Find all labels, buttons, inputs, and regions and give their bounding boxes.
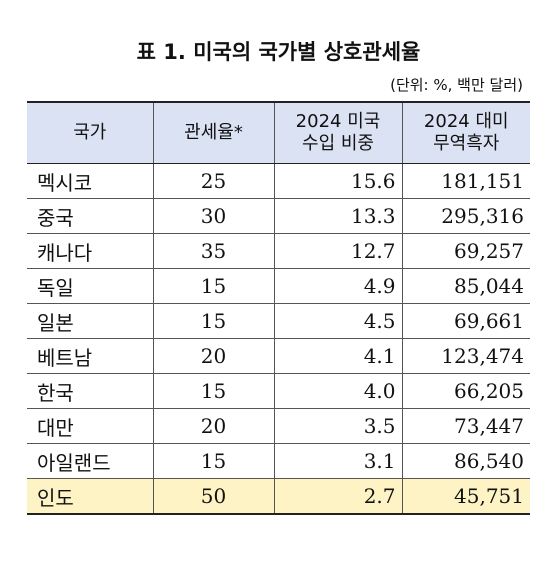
cell-trade-surplus: 123,474 <box>401 338 530 374</box>
table-row: 대만 20 3.5 73,447 <box>27 408 530 444</box>
header-rate: 관세율* <box>152 101 274 164</box>
cell-trade-surplus: 85,044 <box>401 268 530 304</box>
header-import-share: 2024 미국 수입 비중 <box>273 101 402 164</box>
table-row: 한국 15 4.0 66,205 <box>27 373 530 409</box>
cell-rate: 15 <box>152 303 274 339</box>
cell-import-share: 2.7 <box>273 478 402 514</box>
cell-country: 독일 <box>27 268 153 304</box>
cell-country: 캐나다 <box>27 233 153 269</box>
cell-trade-surplus: 73,447 <box>401 408 530 444</box>
table-row: 멕시코 25 15.6 181,151 <box>27 163 530 199</box>
table-row: 베트남 20 4.1 123,474 <box>27 338 530 374</box>
tariff-table: 국가 관세율* 2024 미국 수입 비중 2024 대미 무역흑자 멕시코 2… <box>27 101 530 515</box>
cell-country: 인도 <box>27 478 153 514</box>
cell-trade-surplus: 45,751 <box>401 478 530 514</box>
header-import-share-line2: 수입 비중 <box>302 133 374 154</box>
cell-country: 일본 <box>27 303 153 339</box>
cell-trade-surplus: 181,151 <box>401 163 530 199</box>
cell-import-share: 15.6 <box>273 163 402 199</box>
table-row: 중국 30 13.3 295,316 <box>27 198 530 234</box>
header-trade-surplus-line2: 무역흑자 <box>433 133 500 154</box>
cell-import-share: 3.1 <box>273 443 402 479</box>
table-title: 표 1. 미국의 국가별 상호관세율 <box>136 40 421 64</box>
cell-import-share: 12.7 <box>273 233 402 269</box>
unit-note: (단위: %, 백만 달러) <box>390 76 523 94</box>
cell-rate: 25 <box>152 163 274 199</box>
cell-trade-surplus: 66,205 <box>401 373 530 409</box>
cell-import-share: 3.5 <box>273 408 402 444</box>
header-trade-surplus: 2024 대미 무역흑자 <box>401 101 530 164</box>
cell-country: 대만 <box>27 408 153 444</box>
cell-trade-surplus: 69,257 <box>401 233 530 269</box>
cell-rate: 20 <box>152 408 274 444</box>
cell-rate: 15 <box>152 268 274 304</box>
cell-country: 베트남 <box>27 338 153 374</box>
table-row: 일본 15 4.5 69,661 <box>27 303 530 339</box>
header-country: 국가 <box>27 101 153 164</box>
cell-rate: 15 <box>152 443 274 479</box>
cell-rate: 15 <box>152 373 274 409</box>
cell-rate: 50 <box>152 478 274 514</box>
table-row: 캐나다 35 12.7 69,257 <box>27 233 530 269</box>
cell-import-share: 13.3 <box>273 198 402 234</box>
table-row: 독일 15 4.9 85,044 <box>27 268 530 304</box>
cell-import-share: 4.1 <box>273 338 402 374</box>
header-trade-surplus-line1: 2024 대미 <box>423 111 509 132</box>
cell-rate: 30 <box>152 198 274 234</box>
cell-country: 한국 <box>27 373 153 409</box>
table-header-row: 국가 관세율* 2024 미국 수입 비중 2024 대미 무역흑자 <box>27 101 530 164</box>
cell-import-share: 4.5 <box>273 303 402 339</box>
cell-trade-surplus: 86,540 <box>401 443 530 479</box>
cell-import-share: 4.9 <box>273 268 402 304</box>
cell-trade-surplus: 295,316 <box>401 198 530 234</box>
cell-trade-surplus: 69,661 <box>401 303 530 339</box>
header-import-share-line1: 2024 미국 <box>295 111 381 132</box>
cell-import-share: 4.0 <box>273 373 402 409</box>
table-row: 아일랜드 15 3.1 86,540 <box>27 443 530 479</box>
cell-country: 중국 <box>27 198 153 234</box>
cell-rate: 35 <box>152 233 274 269</box>
table-row-highlighted: 인도 50 2.7 45,751 <box>27 478 530 514</box>
cell-country: 멕시코 <box>27 163 153 199</box>
cell-country: 아일랜드 <box>27 443 153 479</box>
cell-rate: 20 <box>152 338 274 374</box>
